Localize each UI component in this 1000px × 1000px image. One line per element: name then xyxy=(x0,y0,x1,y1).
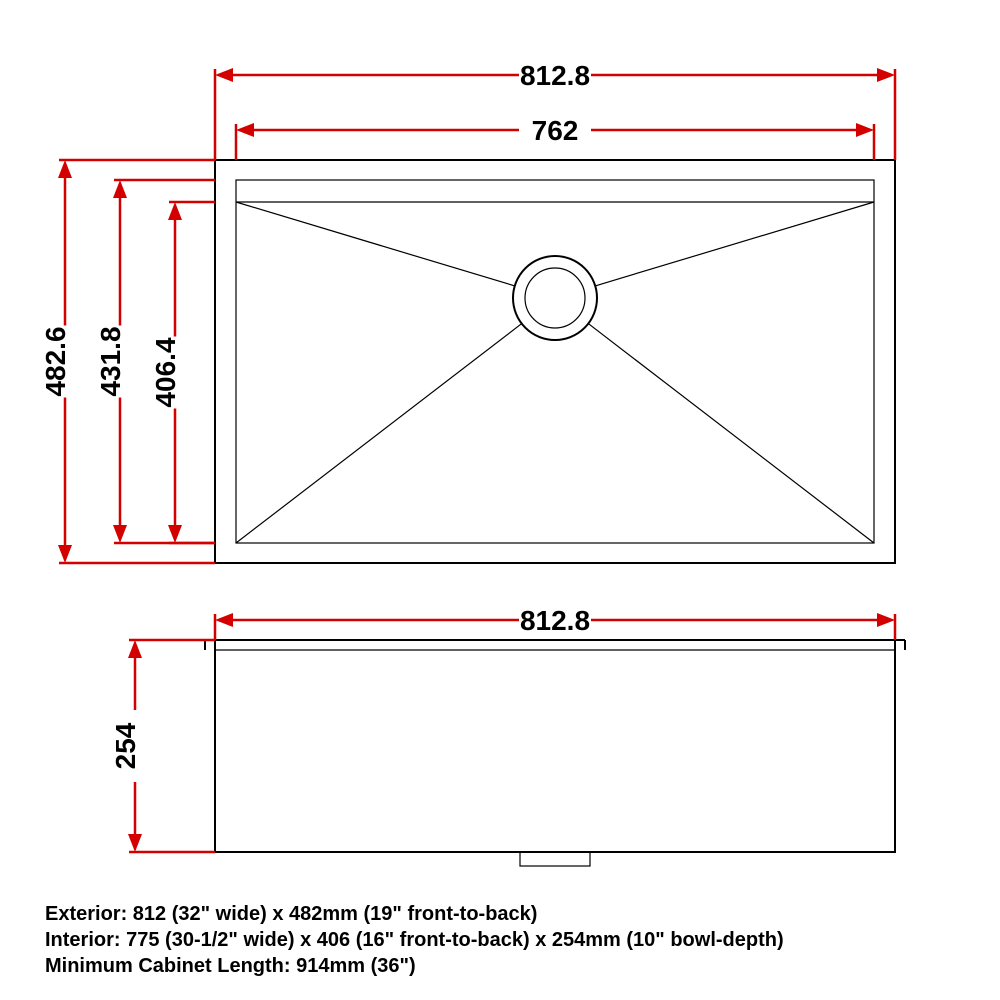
dim-left-2: 406.4 xyxy=(150,337,181,407)
dim-top-1: 762 xyxy=(532,115,579,146)
dim-front-width: 812.8 xyxy=(520,605,590,636)
spec-note-2: Minimum Cabinet Length: 914mm (36") xyxy=(45,955,416,977)
spec-note-1: Interior: 775 (30-1/2" wide) x 406 (16" … xyxy=(45,929,784,951)
dim-front-depth: 254 xyxy=(110,722,141,769)
spec-note-0: Exterior: 812 (32" wide) x 482mm (19" fr… xyxy=(45,903,537,925)
sink-dimension-diagram: 812.8 762 482.6 431.8 406.4 812.8 254 Exterior:… xyxy=(0,0,1000,1000)
dim-left-1: 431.8 xyxy=(95,326,126,396)
dim-left-0: 482.6 xyxy=(40,326,71,396)
dim-top-0: 812.8 xyxy=(520,60,590,91)
